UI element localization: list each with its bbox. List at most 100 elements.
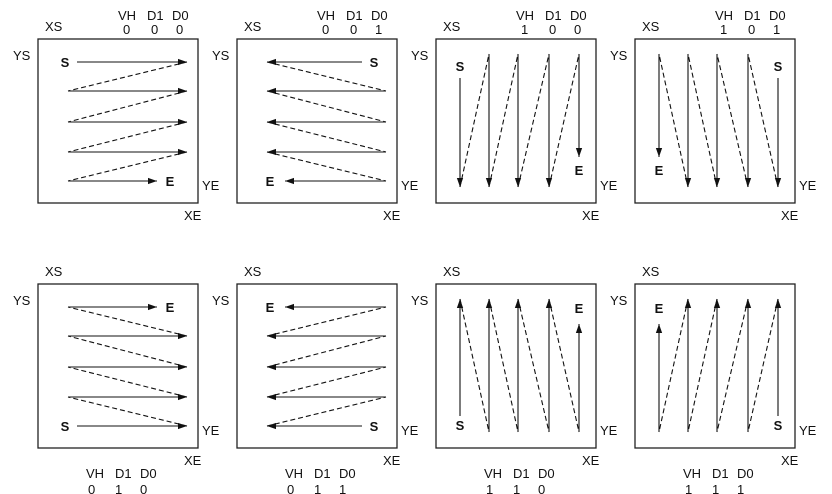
bit-header-d1: D1 xyxy=(115,466,132,481)
bit-value-vh: 0 xyxy=(322,22,329,37)
start-marker: S xyxy=(774,59,783,74)
retrace-line xyxy=(459,53,490,188)
retrace-line xyxy=(517,298,550,433)
bit-header-d1: D1 xyxy=(744,8,761,23)
bit-value-vh: 1 xyxy=(486,482,493,494)
retrace-line xyxy=(459,298,490,433)
ye-label: YE xyxy=(202,178,220,193)
xe-label: XE xyxy=(184,453,202,468)
retrace-line xyxy=(488,298,519,433)
retrace-line xyxy=(67,151,188,182)
bit-header-vh: VH xyxy=(118,8,136,23)
xe-label: XE xyxy=(582,208,600,223)
bit-header-d0: D0 xyxy=(737,466,754,481)
bit-header-d1: D1 xyxy=(545,8,562,23)
end-marker: E xyxy=(166,174,175,189)
xe-label: XE xyxy=(383,208,401,223)
bit-value-d0: 0 xyxy=(140,482,147,494)
bit-header-d1: D1 xyxy=(712,466,729,481)
bit-value-d1: 0 xyxy=(151,22,158,37)
xs-label: XS xyxy=(443,19,461,34)
ye-label: YE xyxy=(799,178,817,193)
ys-label: YS xyxy=(13,293,31,308)
ys-label: YS xyxy=(610,48,628,63)
retrace-line xyxy=(266,366,387,398)
end-marker: E xyxy=(266,174,275,189)
retrace-line xyxy=(266,306,387,337)
start-marker: S xyxy=(370,55,379,70)
xs-label: XS xyxy=(244,19,262,34)
xs-label: XS xyxy=(45,19,63,34)
xs-label: XS xyxy=(45,264,63,279)
retrace-line xyxy=(687,53,718,188)
bit-value-d1: 1 xyxy=(712,482,719,494)
bit-header-vh: VH xyxy=(86,466,104,481)
bit-value-d0: 1 xyxy=(737,482,744,494)
xe-label: XE xyxy=(383,453,401,468)
retrace-line xyxy=(67,366,188,398)
xe-label: XE xyxy=(781,208,799,223)
xs-label: XS xyxy=(642,264,660,279)
retrace-line xyxy=(687,298,718,433)
start-marker: S xyxy=(456,59,465,74)
retrace-line xyxy=(548,53,580,188)
bit-value-vh: 0 xyxy=(287,482,294,494)
xe-label: XE xyxy=(781,453,799,468)
bit-value-d0: 1 xyxy=(339,482,346,494)
retrace-line xyxy=(67,335,188,368)
retrace-line xyxy=(716,53,749,188)
end-marker: E xyxy=(166,300,175,315)
retrace-line xyxy=(67,396,188,427)
bit-header-vh: VH xyxy=(715,8,733,23)
bit-header-d0: D0 xyxy=(538,466,555,481)
retrace-line xyxy=(67,121,188,153)
bit-header-vh: VH xyxy=(285,466,303,481)
retrace-line xyxy=(716,298,749,433)
bit-value-vh: 1 xyxy=(720,22,727,37)
bit-value-vh: 1 xyxy=(685,482,692,494)
panel-frame xyxy=(236,38,398,204)
retrace-line xyxy=(67,61,188,92)
retrace-line xyxy=(658,53,689,188)
bit-value-d0: 0 xyxy=(574,22,581,37)
xe-label: XE xyxy=(184,208,202,223)
ye-label: YE xyxy=(799,423,817,438)
retrace-line xyxy=(548,298,580,433)
bit-value-vh: 1 xyxy=(521,22,528,37)
end-marker: E xyxy=(655,301,664,316)
start-marker: S xyxy=(370,419,379,434)
bit-header-vh: VH xyxy=(317,8,335,23)
retrace-line xyxy=(266,335,387,368)
bit-header-d1: D1 xyxy=(513,466,530,481)
ys-label: YS xyxy=(212,293,230,308)
bit-header-d1: D1 xyxy=(147,8,164,23)
xe-label: XE xyxy=(582,453,600,468)
retrace-line xyxy=(266,396,387,427)
retrace-line xyxy=(266,151,387,182)
bit-value-d1: 1 xyxy=(513,482,520,494)
bit-header-d1: D1 xyxy=(346,8,363,23)
ye-label: YE xyxy=(600,423,618,438)
end-marker: E xyxy=(655,163,664,178)
bit-value-d0: 1 xyxy=(375,22,382,37)
bit-value-d1: 1 xyxy=(314,482,321,494)
retrace-line xyxy=(488,53,519,188)
ys-label: YS xyxy=(13,48,31,63)
bit-header-d0: D0 xyxy=(172,8,189,23)
panel-frame xyxy=(435,38,597,204)
bit-value-vh: 0 xyxy=(88,482,95,494)
bit-value-vh: 0 xyxy=(123,22,130,37)
start-marker: S xyxy=(61,419,70,434)
xs-label: XS xyxy=(642,19,660,34)
retrace-line xyxy=(67,90,188,123)
bit-value-d1: 0 xyxy=(549,22,556,37)
retrace-line xyxy=(266,90,387,123)
